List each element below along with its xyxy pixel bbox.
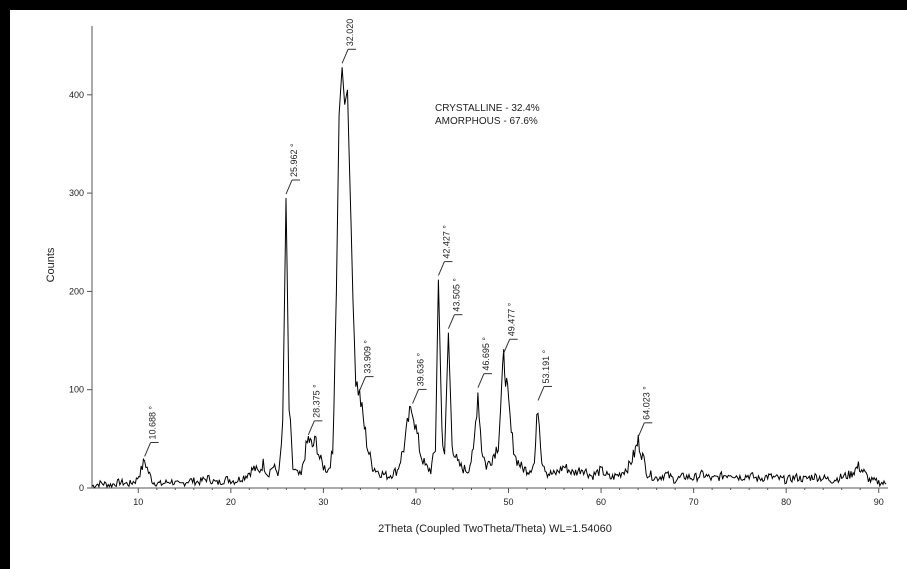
x-tick-label: 20 xyxy=(226,497,236,507)
peak-label: 10.688 ° xyxy=(148,405,158,439)
peak-label: 25.962 ° xyxy=(289,143,299,177)
peak-label: 43.505 ° xyxy=(451,278,461,312)
peak-leader xyxy=(503,339,511,354)
peak-label: 46.695 ° xyxy=(481,337,491,371)
x-tick-label: 60 xyxy=(596,497,606,507)
peak-labels: 10.688 ° 25.962 ° 28.375 ° 32.020 33.909 ° 39… xyxy=(144,19,653,457)
peak-label: 64.023 ° xyxy=(641,386,651,420)
peak-leader xyxy=(412,389,420,404)
y-tick-label: 300 xyxy=(69,188,84,198)
peak-label: 49.477 ° xyxy=(507,302,517,336)
x-tick-label: 50 xyxy=(504,497,514,507)
y-axis-title: Counts xyxy=(45,247,57,282)
amorphous-note: AMORPHOUS - 67.6% xyxy=(435,116,538,127)
peak-leader xyxy=(307,420,315,436)
peak-label: 28.375 ° xyxy=(311,384,321,418)
x-tick-label: 10 xyxy=(133,497,143,507)
peak-label: 33.909 ° xyxy=(363,340,373,374)
peak-label: 32.020 xyxy=(345,19,355,47)
peak-leader xyxy=(447,314,455,329)
xrd-chart: 0 100 200 300 400 10 20 30 40 50 60 70 80 90 10.688 °… xyxy=(45,19,888,535)
axes xyxy=(91,26,888,489)
x-tick-label: 90 xyxy=(874,497,884,507)
peak-leader xyxy=(537,386,545,401)
diffraction-pattern-line xyxy=(91,67,887,489)
x-tick-label: 40 xyxy=(411,497,421,507)
y-tick-label: 200 xyxy=(69,286,84,296)
peak-leader xyxy=(637,422,645,438)
y-tick-label: 400 xyxy=(69,90,84,100)
crystalline-note: CRYSTALLINE - 32.4% xyxy=(435,103,540,114)
peak-leader xyxy=(341,49,349,64)
peak-leader xyxy=(359,376,367,391)
x-tick-label: 30 xyxy=(318,497,328,507)
peak-label: 42.427 ° xyxy=(441,225,451,259)
x-axis-title: 2Theta (Coupled TwoTheta/Theta) WL=1.540… xyxy=(378,523,612,535)
peak-label: 53.191 ° xyxy=(541,349,551,383)
peak-leader xyxy=(477,373,485,388)
x-tick-label: 80 xyxy=(781,497,791,507)
peak-leader xyxy=(144,442,152,457)
chart-frame: 0 100 200 300 400 10 20 30 40 50 60 70 80 90 10.688 °… xyxy=(10,10,907,569)
x-tick-label: 70 xyxy=(689,497,699,507)
ticks: 0 100 200 300 400 10 20 30 40 50 60 70 80 90 xyxy=(69,90,884,507)
y-tick-label: 100 xyxy=(69,385,84,395)
peak-label: 39.636 ° xyxy=(416,352,426,386)
peak-leader xyxy=(437,261,445,276)
y-tick-label: 0 xyxy=(79,483,84,493)
peak-leader xyxy=(285,179,293,195)
